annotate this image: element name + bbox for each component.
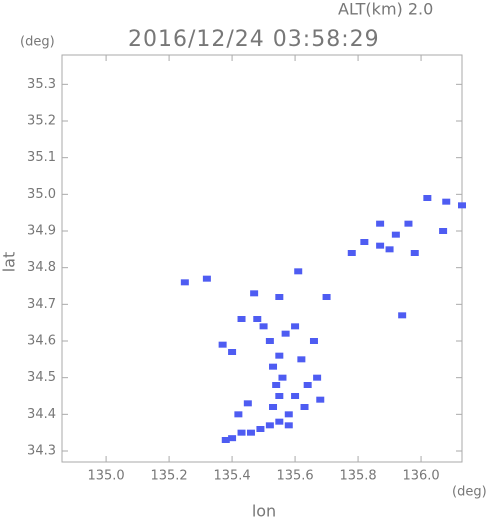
radar-echo <box>309 338 318 344</box>
y-tick-label: 35.0 <box>27 187 56 202</box>
radar-echo <box>458 202 466 209</box>
y-tick-label: 34.5 <box>27 370 56 385</box>
radar-echo <box>275 294 284 300</box>
radar-echo <box>246 429 255 436</box>
radar-echo <box>322 294 331 300</box>
radar-echo <box>376 220 385 227</box>
radar-echo <box>300 404 309 410</box>
radar-echo <box>385 246 394 253</box>
radar-echo <box>275 418 284 425</box>
radar-echo <box>272 382 281 388</box>
radar-echo <box>442 198 451 205</box>
radar-echo <box>360 239 369 245</box>
x-tick-label: 135.0 <box>87 469 124 484</box>
radar-echo <box>265 422 274 429</box>
radar-echo <box>269 363 278 370</box>
x-tick-label: 135.4 <box>213 469 250 484</box>
y-tick-label: 35.1 <box>27 150 56 165</box>
y-tick-label: 34.6 <box>27 334 56 349</box>
radar-echo <box>284 422 293 429</box>
x-tick-label: 135.6 <box>276 469 313 484</box>
radar-echo <box>265 338 274 344</box>
x-axis-label: lon <box>252 502 276 521</box>
y-tick-label: 34.9 <box>27 224 56 239</box>
radar-echo <box>243 400 252 407</box>
radar-echo <box>398 312 407 319</box>
x-tick-label: 135.8 <box>339 469 376 484</box>
radar-echo <box>275 352 284 359</box>
radar-echo <box>275 393 284 399</box>
radar-echo <box>291 323 300 330</box>
radar-echo <box>221 437 230 443</box>
radar-echo <box>423 195 432 201</box>
radar-echo <box>439 228 448 234</box>
radar-echo <box>294 268 303 275</box>
altitude-label: ALT(km) 2.0 <box>338 0 433 19</box>
radar-echo <box>269 404 278 410</box>
radar-echo <box>228 435 237 442</box>
radar-echo <box>228 349 237 355</box>
y-tick-label: 34.7 <box>27 297 56 312</box>
radar-echo <box>278 374 287 381</box>
radar-echo <box>376 242 385 249</box>
y-tick-label: 34.3 <box>27 444 56 459</box>
radar-echo <box>250 290 259 297</box>
x-tick-label: 136.0 <box>402 469 439 484</box>
chart-title: 2016/12/24 03:58:29 <box>128 27 380 52</box>
radar-echo <box>410 250 419 256</box>
x-tick-label: 135.2 <box>150 469 187 484</box>
radar-echo <box>237 316 246 322</box>
radar-echo <box>253 316 262 322</box>
radar-echo <box>180 279 189 286</box>
radar-echo <box>256 426 265 432</box>
radar-echo <box>404 220 413 227</box>
y-axis-label: lat <box>0 252 19 273</box>
radar-echo <box>218 341 227 348</box>
radar-echo <box>313 374 322 381</box>
radar-echo <box>281 330 290 337</box>
y-tick-label: 35.3 <box>27 77 56 92</box>
radar-echo <box>237 429 246 436</box>
radar-echo <box>347 250 356 256</box>
radar-echo <box>316 396 325 403</box>
x-unit: (deg) <box>452 485 487 500</box>
radar-echo <box>391 231 400 238</box>
plot-frame <box>61 54 463 463</box>
radar-echo <box>291 393 300 399</box>
radar-echo <box>284 411 293 418</box>
radar-echo <box>303 382 312 388</box>
y-tick-label: 34.8 <box>27 260 56 275</box>
radar-echo <box>234 411 243 418</box>
radar-echo <box>202 275 211 282</box>
radar-echo <box>297 356 306 363</box>
y-tick-label: 35.2 <box>27 114 56 129</box>
radar-echo <box>259 323 268 330</box>
y-tick-label: 34.4 <box>27 407 56 422</box>
y-unit: (deg) <box>20 35 55 50</box>
